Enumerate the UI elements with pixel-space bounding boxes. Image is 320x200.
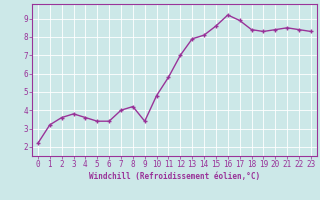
X-axis label: Windchill (Refroidissement éolien,°C): Windchill (Refroidissement éolien,°C) <box>89 172 260 181</box>
